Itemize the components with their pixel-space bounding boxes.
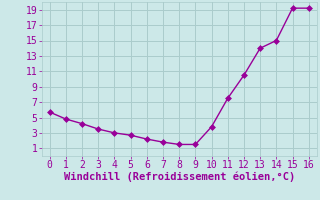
X-axis label: Windchill (Refroidissement éolien,°C): Windchill (Refroidissement éolien,°C) <box>64 172 295 182</box>
